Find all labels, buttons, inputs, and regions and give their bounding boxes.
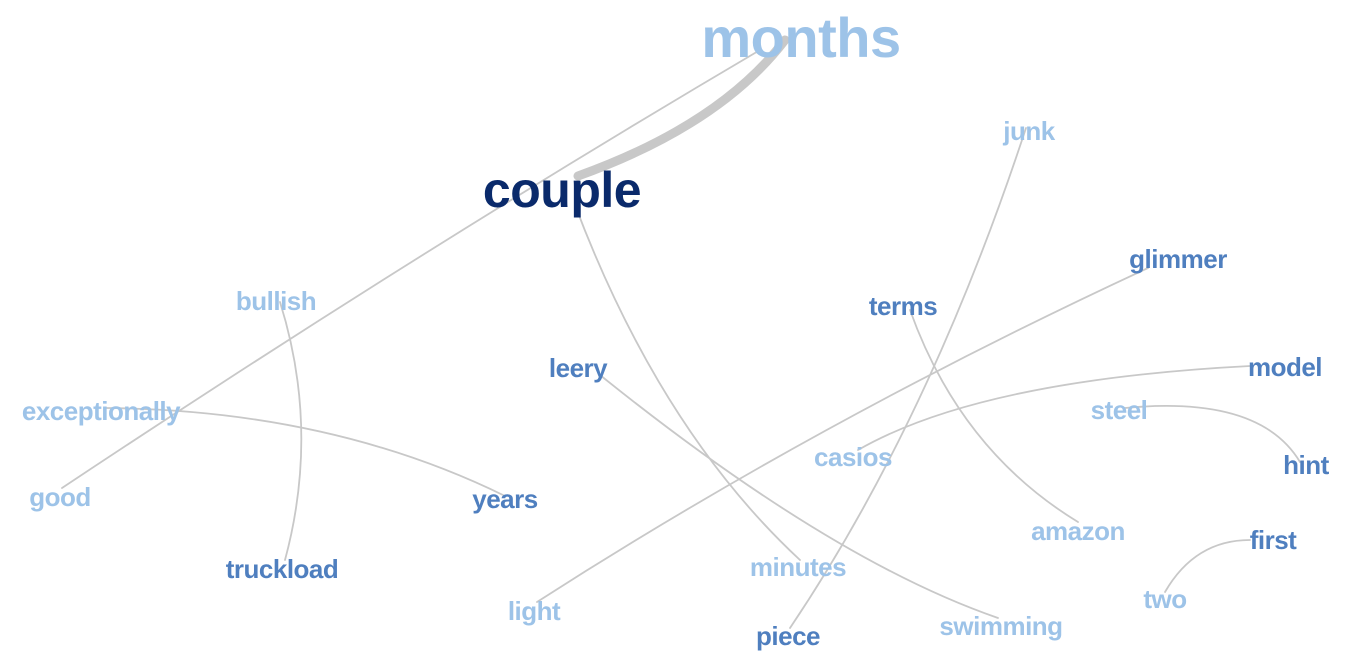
word-years[interactable]: years — [472, 484, 538, 514]
word-swimming[interactable]: swimming — [939, 611, 1063, 641]
edge-couple-months — [573, 35, 790, 181]
edge-good-months — [61, 49, 761, 489]
edge-couple-minutes — [574, 204, 801, 561]
edge-steel-hint — [1124, 405, 1301, 463]
word-model[interactable]: model — [1247, 352, 1323, 382]
word-two[interactable]: two — [1143, 584, 1187, 614]
word-steel[interactable]: steel — [1090, 395, 1148, 425]
edge-leery-swimming — [599, 374, 999, 619]
word-months[interactable]: months — [701, 6, 901, 69]
edge-glimmer-light — [536, 267, 1149, 603]
word-exceptionally[interactable]: exceptionally — [21, 396, 181, 426]
edge-model-casios — [857, 365, 1251, 451]
word-light[interactable]: light — [507, 596, 561, 626]
word-casios[interactable]: casios — [814, 442, 892, 472]
word-piece[interactable]: piece — [756, 621, 821, 651]
word-truckload[interactable]: truckload — [225, 554, 339, 584]
word-couple[interactable]: couple — [482, 162, 642, 218]
word-terms[interactable]: terms — [868, 291, 938, 321]
word-hint[interactable]: hint — [1283, 450, 1329, 480]
word-good[interactable]: good — [29, 482, 91, 512]
edge-bullish-truckload — [279, 301, 303, 561]
edge-junk-piece — [789, 127, 1027, 629]
word-glimmer[interactable]: glimmer — [1129, 244, 1227, 274]
word-leery[interactable]: leery — [548, 353, 608, 383]
word-bullish[interactable]: bullish — [235, 286, 317, 316]
word-amazon[interactable]: amazon — [1031, 516, 1125, 546]
edge-terms-amazon — [909, 309, 1079, 523]
edge-first-two — [1164, 539, 1251, 593]
word-junk[interactable]: junk — [1003, 116, 1055, 146]
edge-exceptionally-years — [104, 407, 506, 497]
word-first[interactable]: first — [1249, 525, 1297, 555]
word-minutes[interactable]: minutes — [749, 552, 847, 582]
